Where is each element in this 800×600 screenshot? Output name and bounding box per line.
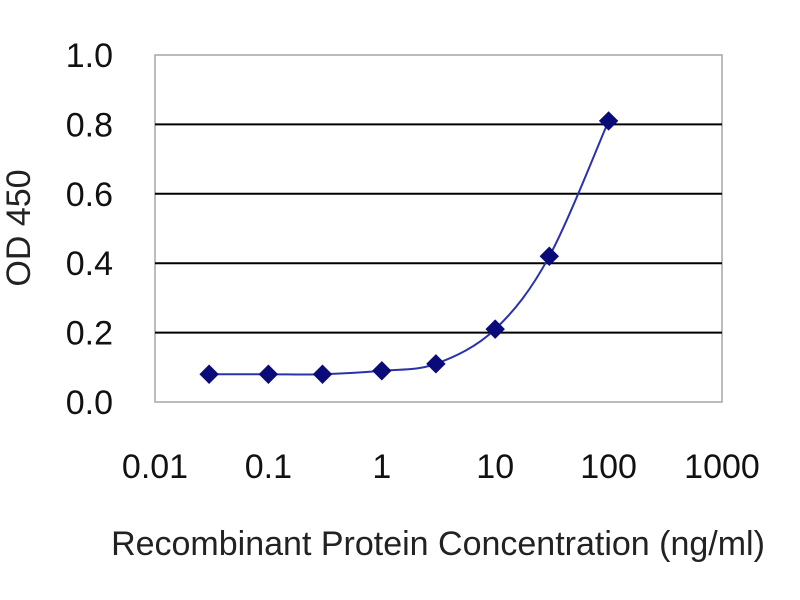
data-point-marker [258,364,279,384]
y-tick-label: 1.0 [66,37,113,75]
y-axis-title: OD 450 [0,169,38,286]
data-point-marker [485,319,505,339]
y-tick-label: 0.4 [66,245,113,283]
data-point-marker [312,364,333,384]
x-tick-label: 100 [580,448,637,486]
x-tick-label: 1000 [684,448,760,486]
y-tick-label: 0.6 [66,176,113,214]
y-tick-label: 0.0 [66,384,113,422]
x-tick-label: 0.01 [122,448,188,486]
x-tick-label: 0.1 [245,448,292,486]
plot-frame [154,54,723,403]
x-tick-label: 1 [372,448,391,486]
y-tick-label: 0.8 [66,106,113,144]
y-tick-label: 0.2 [66,315,113,353]
data-point-marker [199,364,219,384]
y-axis-ticks: 0.0 0.2 0.4 0.6 0.8 1.0 [66,37,113,422]
data-series [199,111,619,384]
plot-area [154,54,723,403]
data-point-marker [598,111,619,131]
data-point-marker [539,246,560,266]
x-axis-title: Recombinant Protein Concentration (ng/ml… [111,525,765,563]
x-axis-ticks: 0.01 0.1 1 10 100 1000 [122,448,760,486]
grid-lines [155,123,722,334]
data-point-marker [426,354,446,374]
x-tick-label: 10 [476,448,514,486]
data-point-marker [372,361,392,381]
